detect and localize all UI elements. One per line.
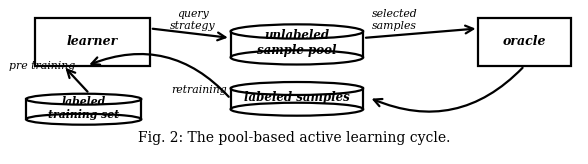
Bar	[230, 31, 363, 57]
Text: labeled
training set: labeled training set	[48, 96, 119, 120]
Ellipse shape	[26, 94, 141, 105]
Ellipse shape	[230, 103, 363, 116]
Bar	[230, 89, 363, 109]
Ellipse shape	[230, 82, 363, 95]
Text: selected
samples: selected samples	[372, 9, 417, 31]
Text: query
strategy: query strategy	[171, 9, 216, 31]
Bar	[479, 18, 570, 66]
Text: retraining: retraining	[171, 85, 227, 95]
Text: unlabeled
sample pool: unlabeled sample pool	[257, 29, 337, 57]
Bar	[26, 99, 141, 119]
Ellipse shape	[230, 24, 363, 39]
Text: oracle: oracle	[503, 35, 546, 48]
Text: learner: learner	[66, 35, 118, 48]
Text: pre training: pre training	[9, 62, 75, 72]
Bar	[35, 18, 150, 66]
Ellipse shape	[230, 50, 363, 64]
Text: labeled samples: labeled samples	[244, 91, 350, 104]
Ellipse shape	[26, 114, 141, 125]
Text: Fig. 2: The pool-based active learning cycle.: Fig. 2: The pool-based active learning c…	[138, 131, 450, 145]
